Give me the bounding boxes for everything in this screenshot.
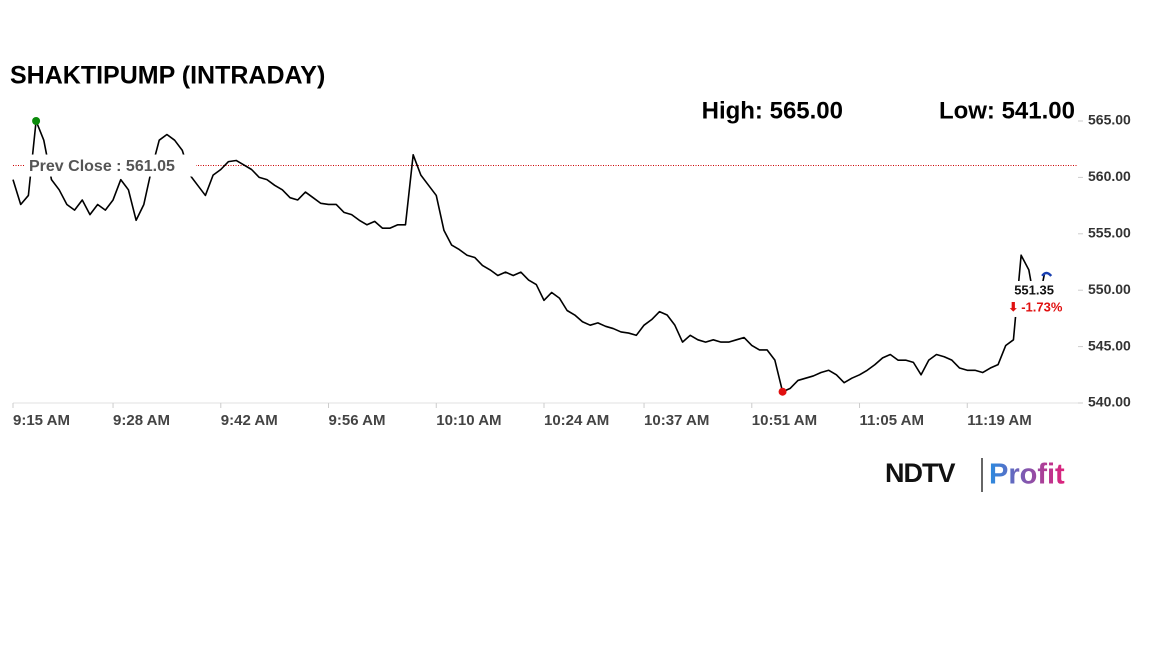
x-tick-label: 10:51 AM	[752, 412, 817, 429]
x-tick-label: 10:37 AM	[644, 412, 709, 429]
x-tick-label: 11:19 AM	[967, 412, 1031, 429]
x-tick-label: 11:05 AM	[860, 412, 924, 429]
change-arrow: ⬇	[1008, 300, 1018, 314]
plot: 540.00 545.00 550.00 555.00 560.00 565.00 9:15…	[12, 112, 1131, 429]
y-tick-label: 555.00	[1088, 225, 1131, 241]
y-tick-label: 565.00	[1088, 112, 1131, 128]
low-label: Low: 541.00	[939, 97, 1075, 124]
brand-profit: Profit	[989, 459, 1065, 491]
y-tick-label: 545.00	[1088, 337, 1131, 353]
y-tick-label: 550.00	[1088, 281, 1131, 297]
prev-close-label: Prev Close : 561.05	[29, 158, 175, 175]
last-price-label: 551.35	[1014, 282, 1054, 297]
brand-ndtv: NDTV	[885, 458, 955, 488]
change-label: -1.73%	[1021, 299, 1063, 314]
x-tick-label: 10:24 AM	[544, 412, 609, 429]
x-tick-label: 9:15 AM	[13, 412, 70, 429]
x-tick-label: 10:10 AM	[436, 412, 501, 429]
chart-title: SHAKTIPUMP (INTRADAY)	[10, 62, 325, 90]
last-marker	[1041, 271, 1053, 277]
x-tick-label: 9:28 AM	[113, 412, 170, 429]
high-marker	[32, 117, 41, 125]
x-tick-label: 9:42 AM	[221, 412, 278, 429]
low-marker	[778, 387, 787, 396]
high-label: High: 565.00	[702, 97, 843, 124]
prev-close-label-bg	[24, 154, 196, 177]
price-label-bg	[1008, 280, 1071, 317]
y-tick-label: 560.00	[1088, 168, 1131, 184]
x-tick-label: 9:56 AM	[329, 412, 386, 429]
y-tick-label: 540.00	[1088, 394, 1131, 410]
